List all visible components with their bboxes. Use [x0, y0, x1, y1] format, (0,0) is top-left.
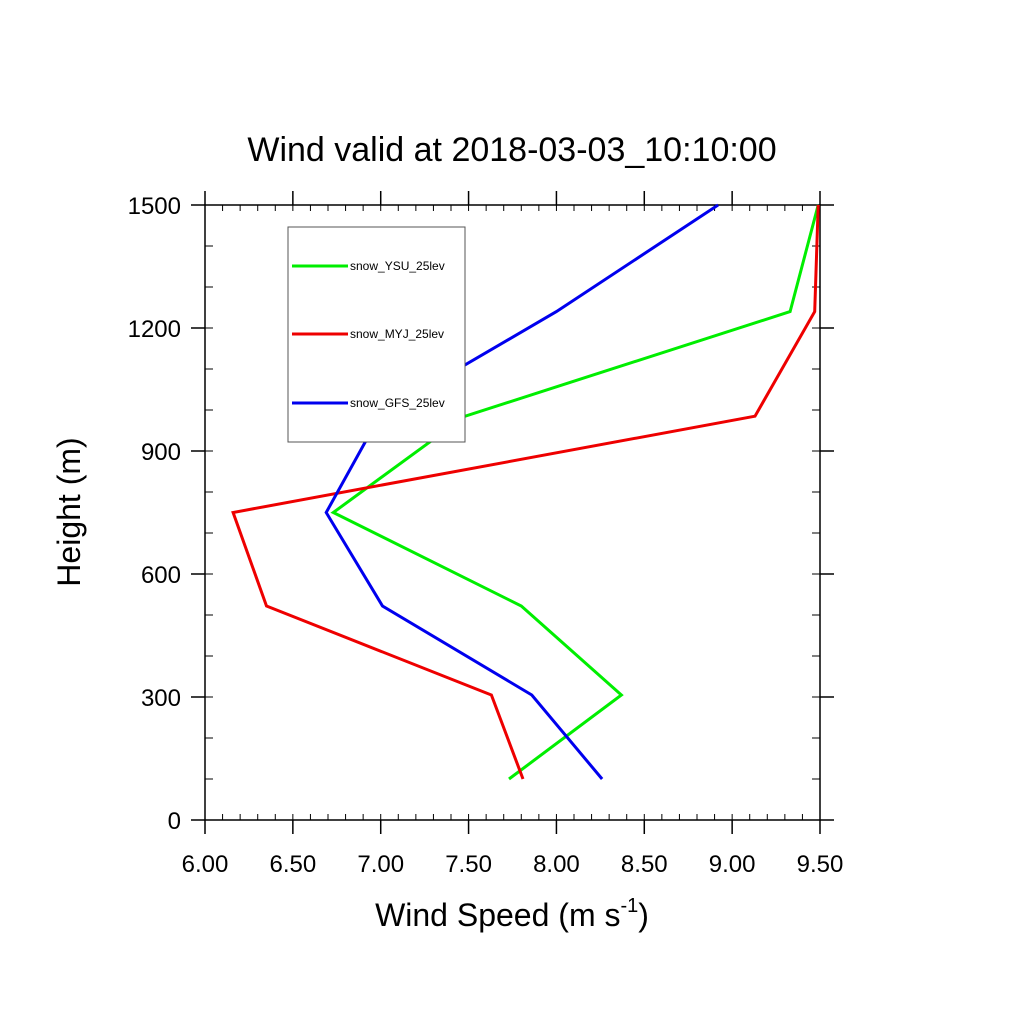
legend-label: snow_YSU_25lev: [350, 259, 445, 273]
x-tick-label: 6.00: [182, 851, 229, 878]
y-axis-title: Height (m): [51, 437, 87, 586]
plot-frame: [204, 204, 821, 821]
x-tick-label: 8.50: [621, 851, 668, 878]
y-tick-label: 1200: [128, 316, 181, 343]
legend-label: snow_MYJ_25lev: [350, 327, 444, 341]
x-axis-ticks: 6.00 6.50 7.00 7.50 8.00 8.50 9.00 9.50: [182, 191, 844, 878]
x-axis-title: Wind Speed (m s-1): [375, 895, 649, 933]
x-tick-label: 6.50: [269, 851, 316, 878]
legend-label: snow_GFS_25lev: [350, 396, 445, 410]
y-tick-label: 300: [141, 685, 181, 712]
series-line-snow_MYJ_25lev: [231, 204, 820, 780]
y-tick-label: 600: [141, 562, 181, 589]
x-tick-label: 9.00: [709, 851, 756, 878]
y-tick-label: 0: [168, 808, 181, 835]
x-tick-label: 7.00: [357, 851, 404, 878]
chart-title: Wind valid at 2018-03-03_10:10:00: [247, 131, 776, 169]
y-tick-label: 1500: [128, 193, 181, 220]
x-tick-label: 8.00: [533, 851, 580, 878]
y-axis-ticks: 0 300 600 900 1200 1500: [128, 193, 834, 835]
x-axis-title-superscript: -1: [620, 895, 638, 917]
minor-ticks: [204, 204, 821, 821]
series-line-snow_GFS_25lev: [324, 203, 719, 780]
x-tick-label: 9.50: [797, 851, 844, 878]
series-lines: [231, 203, 820, 781]
legend: snow_YSU_25lev snow_MYJ_25lev snow_GFS_25l…: [287, 226, 466, 443]
x-tick-label: 7.50: [445, 851, 492, 878]
y-tick-label: 900: [141, 439, 181, 466]
series-line-snow_YSU_25lev: [330, 204, 820, 781]
